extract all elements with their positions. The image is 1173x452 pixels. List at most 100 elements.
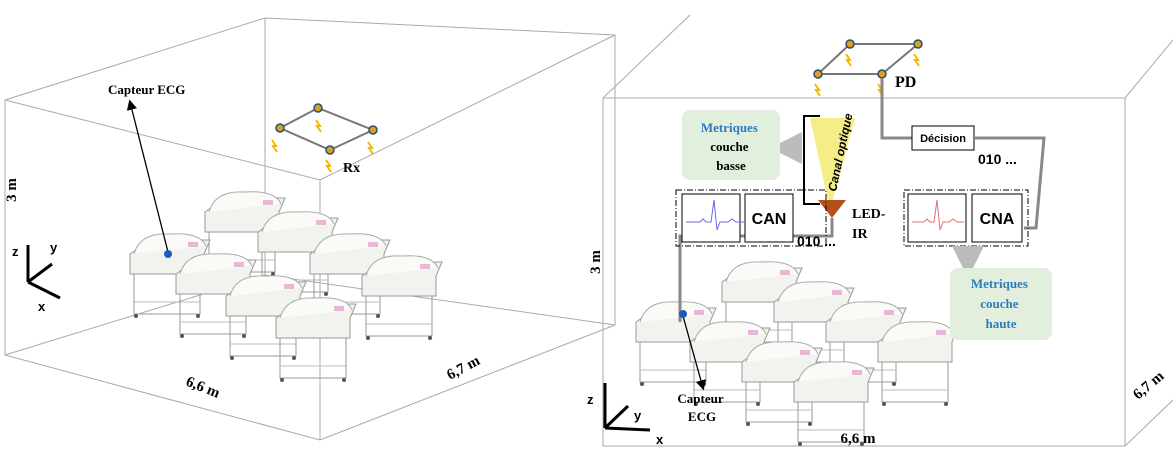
sensor-line: Capteur xyxy=(677,391,723,406)
left-rx-nodes xyxy=(275,103,378,155)
adc-box xyxy=(744,193,794,243)
incubator-tag xyxy=(368,242,378,247)
ecg-signal-box xyxy=(681,193,741,243)
incubator-tag xyxy=(263,200,273,205)
rx-label: Rx xyxy=(343,161,360,176)
incubator-hood xyxy=(208,191,282,213)
left-axes xyxy=(26,245,61,300)
incubator-wheel xyxy=(694,402,698,406)
high-metrics-line: couche xyxy=(980,296,1019,311)
incubator-wheel xyxy=(808,422,812,426)
incubator-stand xyxy=(881,359,949,403)
axis-x: x xyxy=(656,432,664,447)
low-metrics-line: Metriques xyxy=(701,120,758,135)
incubator-tag xyxy=(780,270,790,275)
high-metrics-box xyxy=(950,268,1052,340)
low-metrics-box xyxy=(682,110,780,180)
axis-y: y xyxy=(634,408,642,423)
dac-box xyxy=(971,193,1023,243)
bits-bottom: 010 ... xyxy=(797,233,836,249)
pd-wire xyxy=(880,78,912,140)
axis-x: x xyxy=(38,299,46,314)
led-label: LED- IR xyxy=(852,207,889,242)
incubator-hood xyxy=(797,361,871,383)
incubator-tag xyxy=(748,330,758,335)
incubator-wheel xyxy=(798,442,802,446)
depth-label: 6,7 m xyxy=(1130,368,1167,403)
axis-y: y xyxy=(50,240,58,255)
decision-label: Décision xyxy=(920,133,966,145)
incubator-tag xyxy=(284,284,294,289)
width-label: 6,6 m xyxy=(841,431,877,447)
incubator-hood xyxy=(725,261,799,283)
high-metrics-line: Metriques xyxy=(971,276,1028,291)
low-metrics-label: Metriques couche basse xyxy=(701,120,761,173)
incubator-wheel xyxy=(280,378,284,382)
incubator-wheel xyxy=(756,402,760,406)
incubator-hood xyxy=(639,301,713,323)
incubator-hood xyxy=(313,233,387,255)
incubator-wheel xyxy=(292,356,296,360)
incubator-hood xyxy=(229,275,303,297)
led-line: IR xyxy=(852,227,868,242)
incubator-hood xyxy=(693,321,767,343)
measure-bracket xyxy=(803,115,820,205)
high-metrics-line: haute xyxy=(985,316,1016,331)
incubator-wheel xyxy=(376,314,380,318)
incubator-tag xyxy=(334,306,344,311)
ecg-signal xyxy=(686,199,744,231)
incubator-stand xyxy=(279,335,347,379)
sensor-label: Capteur ECG xyxy=(677,391,726,424)
incubator-hood xyxy=(179,253,253,275)
incubator xyxy=(793,361,875,446)
led xyxy=(818,200,846,218)
sensor-pointer xyxy=(682,315,706,391)
incubator-wheel xyxy=(860,442,864,446)
right-axes xyxy=(603,383,651,432)
pd-frame xyxy=(815,43,921,75)
incubator-tag xyxy=(420,264,430,269)
height-label: 3 m xyxy=(588,250,604,274)
incubator-tag xyxy=(884,310,894,315)
incubator-wheel xyxy=(324,292,328,296)
incubator-hood xyxy=(745,341,819,363)
incubator xyxy=(877,321,959,406)
incubator-tag xyxy=(936,330,946,335)
right-room xyxy=(602,14,1173,447)
ecg-sensor xyxy=(164,250,172,258)
incubator xyxy=(204,191,286,276)
left-rx-frame xyxy=(277,106,376,152)
high-metrics-label: Metriques couche haute xyxy=(971,276,1031,331)
incubator-hood xyxy=(279,297,353,319)
incubator-hood xyxy=(829,301,903,323)
incubator-wheel xyxy=(134,314,138,318)
low-metrics-line: couche xyxy=(710,139,749,154)
incubator-wheel xyxy=(746,422,750,426)
incubator-wheel xyxy=(230,356,234,360)
incubator-wheel xyxy=(366,336,370,340)
incubator-hood xyxy=(365,255,439,277)
incubator-hood xyxy=(881,321,955,343)
width-label: 6,6 m xyxy=(184,374,223,402)
led-line: LED- xyxy=(852,207,886,222)
incubator-hood xyxy=(777,281,851,303)
incubator-tag xyxy=(316,220,326,225)
incubator xyxy=(361,255,443,340)
incubator xyxy=(309,233,391,318)
adc-group xyxy=(675,189,827,247)
decision-wire xyxy=(974,136,1046,230)
incubator-tag xyxy=(188,242,198,247)
incubator-wheel xyxy=(892,382,896,386)
incubator-wheel xyxy=(428,336,432,340)
incubator-wheel xyxy=(882,402,886,406)
incubator-tag xyxy=(694,310,704,315)
axis-z: z xyxy=(587,392,594,407)
incubator-hood xyxy=(133,233,207,255)
left-rx-rays xyxy=(271,119,374,173)
incubator-wheel xyxy=(271,272,275,276)
adc-label: CAN xyxy=(752,211,787,228)
left-beds xyxy=(129,191,443,382)
incubator-tag xyxy=(800,350,810,355)
incubator-wheel xyxy=(196,314,200,318)
